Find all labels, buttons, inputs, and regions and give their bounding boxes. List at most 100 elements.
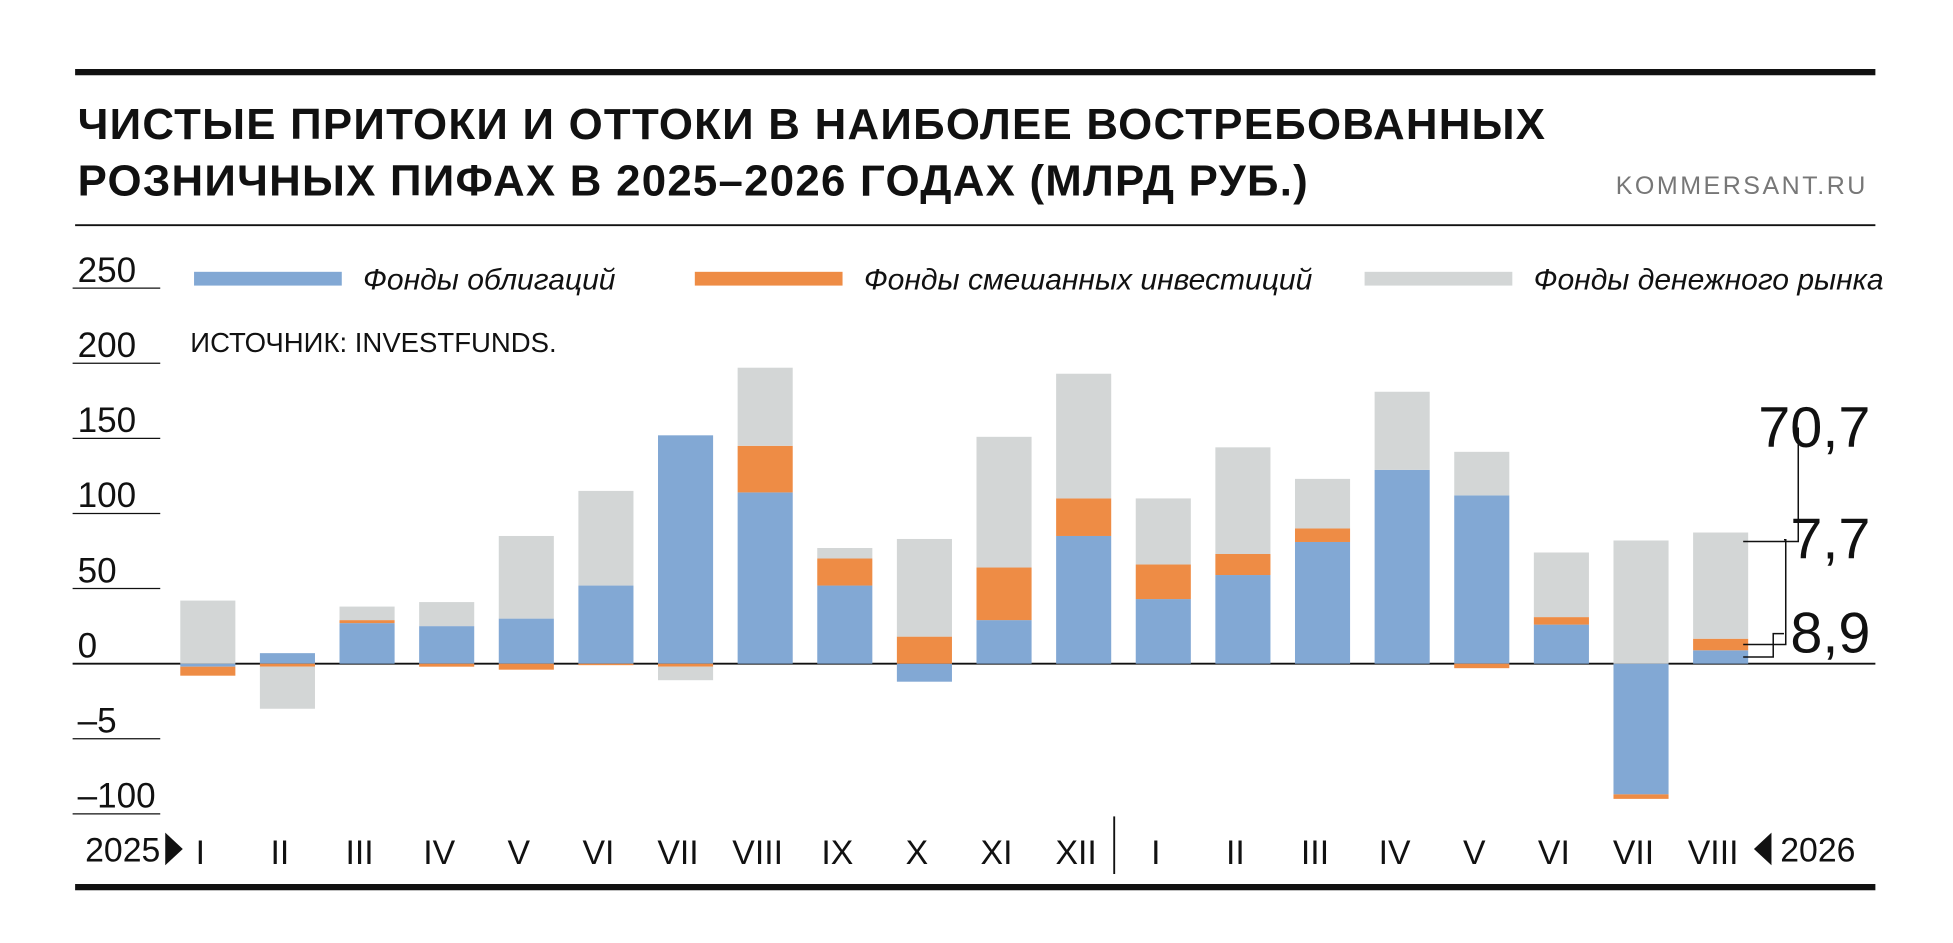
bar-segment (817, 547, 873, 559)
bar-segment (976, 567, 1032, 621)
legend-swatch (194, 271, 342, 286)
brand: KOMMERSANT.RU (1616, 172, 1868, 200)
x-tick-label: II (271, 834, 290, 872)
bar-segment (1454, 451, 1510, 496)
bar-segment (817, 558, 873, 586)
bar-segment (1056, 498, 1112, 536)
year-label: 2025 (85, 831, 160, 869)
bar-segment (339, 606, 395, 621)
bar-segment (578, 585, 634, 664)
x-tick-label: IX (821, 834, 853, 872)
rule (75, 224, 1876, 227)
bar-segment (1135, 498, 1191, 565)
y-tick-label: 50 (78, 551, 117, 590)
bar-segment (419, 663, 475, 667)
bar-segment (1533, 624, 1589, 664)
bar-segment (1374, 391, 1430, 470)
source: ИСТОЧНИК: INVESTFUNDS. (190, 327, 556, 358)
bar-segment (896, 663, 952, 682)
bar-segment (737, 367, 793, 446)
bar-segment (658, 663, 714, 667)
chart-title: РОЗНИЧНЫХ ПИФАХ В 2025–2026 ГОДАХ (МЛРД … (78, 156, 1309, 205)
x-tick-label: VI (1538, 834, 1570, 872)
bar-segment (1693, 650, 1749, 664)
x-tick-label: I (196, 834, 205, 872)
bar-segment (1613, 794, 1669, 799)
bar-segment (658, 666, 714, 681)
bar-segment (578, 663, 634, 666)
bar-segment (1533, 617, 1589, 625)
x-tick-label: X (906, 834, 929, 872)
x-tick-label: VII (1613, 834, 1654, 872)
legend-swatch (1364, 271, 1513, 286)
x-tick-label: V (1463, 834, 1486, 872)
bar-segment (1056, 373, 1112, 499)
leader-line (1743, 538, 1787, 646)
bar-segment (339, 620, 395, 624)
bar-segment (1294, 478, 1351, 529)
x-tick-label: XII (1055, 834, 1096, 872)
chart-title: ЧИСТЫЕ ПРИТОКИ И ОТТОКИ В НАИБОЛЕЕ ВОСТР… (78, 100, 1547, 149)
bottom-rule (75, 884, 1876, 891)
bar-segment (658, 435, 714, 664)
bar-segment (498, 618, 554, 664)
bar-segment (180, 666, 236, 676)
bar-segment (419, 626, 475, 664)
x-tick-label: VI (582, 834, 614, 872)
legend-label: Фонды смешанных инвестиций (864, 263, 1313, 296)
value-label: 70,7 (1758, 396, 1870, 460)
bar-segment (1294, 528, 1351, 542)
y-tick-label: 250 (78, 251, 136, 290)
leader-line (1743, 427, 1800, 543)
bar-segment (259, 666, 315, 709)
bar-segment (498, 663, 554, 670)
bar-segment (1374, 469, 1430, 664)
bar-segment (896, 538, 952, 637)
x-tick-label: V (508, 834, 531, 872)
x-tick-label: IV (1379, 834, 1411, 872)
x-tick-label: II (1226, 834, 1245, 872)
y-tick-label: 0 (78, 626, 98, 665)
bar-segment (1454, 663, 1510, 669)
y-tick-label: 200 (78, 326, 136, 365)
y-tick-label: 150 (78, 401, 136, 440)
y-tick-label: 100 (78, 476, 136, 515)
bar-segment (180, 663, 236, 667)
bar-segment (498, 535, 554, 619)
bar-segment (976, 436, 1032, 568)
bar-segment (1215, 575, 1271, 664)
x-tick-label: III (1301, 834, 1329, 872)
bar-segment (896, 636, 952, 664)
value-label: 7,7 (1790, 508, 1870, 572)
bar-segment (1135, 564, 1191, 600)
bar-segment (1533, 552, 1589, 618)
bar-segment (737, 492, 793, 664)
bar-segment (1693, 532, 1749, 639)
bar-segment (1056, 535, 1112, 664)
top-rule (75, 69, 1876, 76)
bar-segment (259, 653, 315, 664)
bar-segment (578, 490, 634, 586)
bar-segment (817, 585, 873, 664)
x-tick-label: XI (981, 834, 1013, 872)
x-tick-label: VII (657, 834, 698, 872)
legend-label: Фонды облигаций (363, 263, 616, 296)
x-tick-label: IV (423, 834, 455, 872)
y-tick-label: –5 (78, 702, 117, 741)
y-tick-label: –100 (78, 777, 156, 816)
bar-segment (1693, 638, 1749, 651)
arrow-right (165, 832, 183, 866)
bar-segment (1294, 541, 1351, 664)
bar-segment (1135, 599, 1191, 664)
x-tick-label: VIII (1688, 834, 1739, 872)
legend-swatch (694, 271, 843, 286)
x-tick-label: VIII (732, 834, 783, 872)
bar-segment (976, 620, 1032, 664)
x-tick-label: III (345, 834, 373, 872)
arrow-left (1753, 832, 1772, 866)
bar-segment (737, 445, 793, 493)
bar-segment (180, 600, 236, 664)
x-tick-label: I (1151, 834, 1160, 872)
bar-segment (1215, 554, 1271, 576)
